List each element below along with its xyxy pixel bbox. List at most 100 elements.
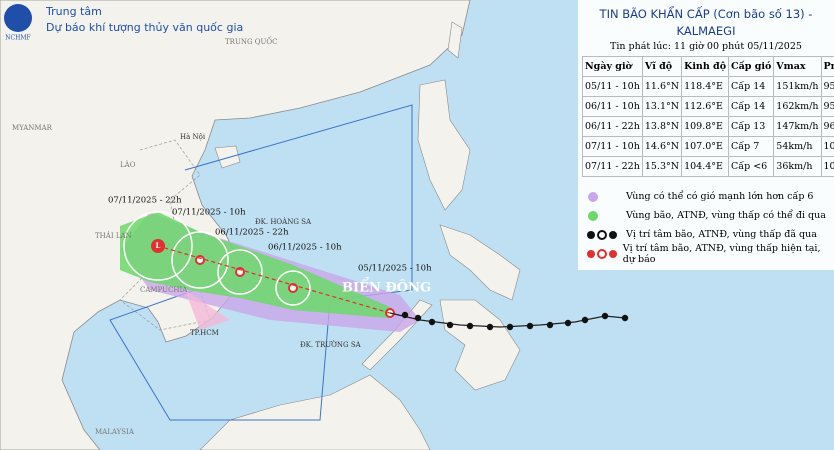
legend-text: Vị trí tâm bão, ATNĐ, vùng thấp đã qua [626, 229, 817, 240]
legend-item: Vị trí tâm bão, ATNĐ, vùng thấp đã qua [586, 225, 834, 244]
legend-item: Vị trí tâm bão, ATNĐ, vùng thấp hiện tại… [586, 242, 834, 265]
table-cell: 36km/h [773, 156, 822, 177]
past-track [389, 312, 626, 328]
map-label: THÁI LAN [95, 231, 132, 240]
table-cell: 1000mb [820, 136, 834, 157]
table-cell: Cấp 14 [728, 96, 775, 117]
table-cell: 955mb [820, 76, 834, 97]
table-cell: 06/11 - 22h [582, 116, 643, 137]
legend-item: Vùng bão, ATNĐ, vùng thấp có thể đi qua [586, 206, 834, 225]
table-cell: Cấp 7 [728, 136, 775, 157]
table-header: Vmax [773, 56, 822, 77]
org-line: Dự báo khí tượng thủy văn quốc gia [46, 21, 243, 34]
map-label: MYANMAR [12, 124, 53, 132]
table-cell: 06/11 - 10h [582, 96, 643, 117]
past-position [401, 311, 409, 319]
past-position [601, 312, 609, 320]
table-cell: 955mb [820, 96, 834, 117]
map-label: MALAYSIA [95, 428, 135, 436]
track-label: 06/11/2025 - 22h [215, 228, 289, 238]
table-cell: Cấp <6 [728, 156, 775, 177]
logo [4, 4, 32, 32]
table-cell: 960mb [820, 116, 834, 137]
past-position [581, 316, 589, 324]
wind-radius [123, 211, 193, 281]
table-cell: 162km/h [773, 96, 822, 117]
hainan [214, 145, 241, 169]
table-cell: 14.6°N [641, 136, 683, 157]
past-position [546, 321, 554, 329]
table-cell: 112.6°E [681, 96, 730, 117]
bulletin-title: TIN BÃO KHẨN CẤP (Cơn bão số 13) - [599, 7, 813, 21]
legend-icon [588, 210, 598, 221]
danger-zone [185, 290, 230, 330]
table-cell: 07/11 - 22h [582, 156, 643, 177]
storm-name: KALMAEGI [676, 24, 736, 38]
table-cell: 11.6°N [641, 76, 683, 97]
forecast-cone [120, 212, 392, 318]
past-position [414, 314, 422, 322]
table-cell: 13.1°N [641, 96, 683, 117]
past-position [486, 323, 494, 331]
map-label: TP.HCM [190, 329, 219, 337]
map-label: CAMPUCHIA [140, 286, 188, 294]
legend-text: Vùng bão, ATNĐ, vùng thấp có thể đi qua [626, 210, 826, 221]
table-header: Cấp gió [728, 56, 775, 77]
map-label: ĐK. HOÀNG SA [255, 217, 312, 226]
sea-boundary [109, 104, 413, 421]
legend-item: Vùng có thể có gió mạnh lớn hơn cấp 6 [586, 187, 834, 206]
table-cell: 107.0°E [681, 136, 730, 157]
table-cell: 13.8°N [641, 116, 683, 137]
past-position [526, 322, 534, 330]
table-cell: 109.8°E [681, 116, 730, 137]
header: NCHMF Trung tâm Dự báo khí tượng thủy vă… [4, 4, 243, 42]
legend-icon [588, 191, 598, 202]
track-label: 05/11/2025 - 10h [358, 264, 432, 274]
table-cell: 104.4°E [681, 156, 730, 177]
legend-text: Vùng có thể có gió mạnh lớn hơn cấp 6 [626, 191, 814, 202]
legend-icon [587, 248, 617, 259]
map-label: TRUNG QUỐC [225, 36, 278, 46]
table-header: Pmin [820, 56, 834, 77]
table-cell: 151km/h [773, 76, 822, 97]
table-cell: 54km/h [773, 136, 822, 157]
table-header: Kinh độ [681, 56, 730, 77]
forecast-point-label: L [156, 241, 161, 250]
table-cell: 1004mb [820, 156, 834, 177]
storm-center [195, 255, 205, 265]
table-cell: 05/11 - 10h [582, 76, 643, 97]
past-position [446, 321, 454, 329]
legend-text: Vị trí tâm bão, ATNĐ, vùng thấp hiện tại… [622, 242, 821, 265]
table-header: Vĩ độ [641, 56, 683, 77]
philippines [361, 79, 521, 391]
legend: Vùng có thể có gió mạnh lớn hơn cấp 6 Vùn… [578, 187, 834, 265]
past-position [506, 323, 514, 331]
borneo [199, 374, 431, 450]
map-label: Hà Nội [180, 132, 206, 141]
past-position [564, 319, 572, 327]
past-position [466, 322, 474, 330]
borders [119, 139, 211, 331]
table-cell: Cấp 13 [728, 116, 775, 137]
track-label: 07/11/2025 - 22h [108, 196, 182, 206]
org-line: Trung tâm [45, 5, 102, 18]
forecast-track [157, 245, 391, 314]
table-cell: 118.4°E [681, 76, 730, 97]
map-label: BIỂN ĐÔNG [342, 277, 431, 296]
wind-radius [275, 270, 311, 306]
wind-radius [171, 231, 229, 289]
table-cell: Cấp 14 [728, 76, 775, 97]
map-label: LÀO [120, 160, 136, 169]
bulletin: TIN BÃO KHẨN CẤP (Cơn bão số 13) - KALMA… [578, 0, 834, 270]
legend-icon [587, 229, 617, 240]
table-header: Ngày giờ [582, 56, 643, 77]
issued-time: Tin phát lúc: 11 giờ 00 phút 05/11/2025 [610, 41, 802, 52]
past-position [428, 318, 436, 326]
track-label: 07/11/2025 - 10h [172, 208, 246, 218]
